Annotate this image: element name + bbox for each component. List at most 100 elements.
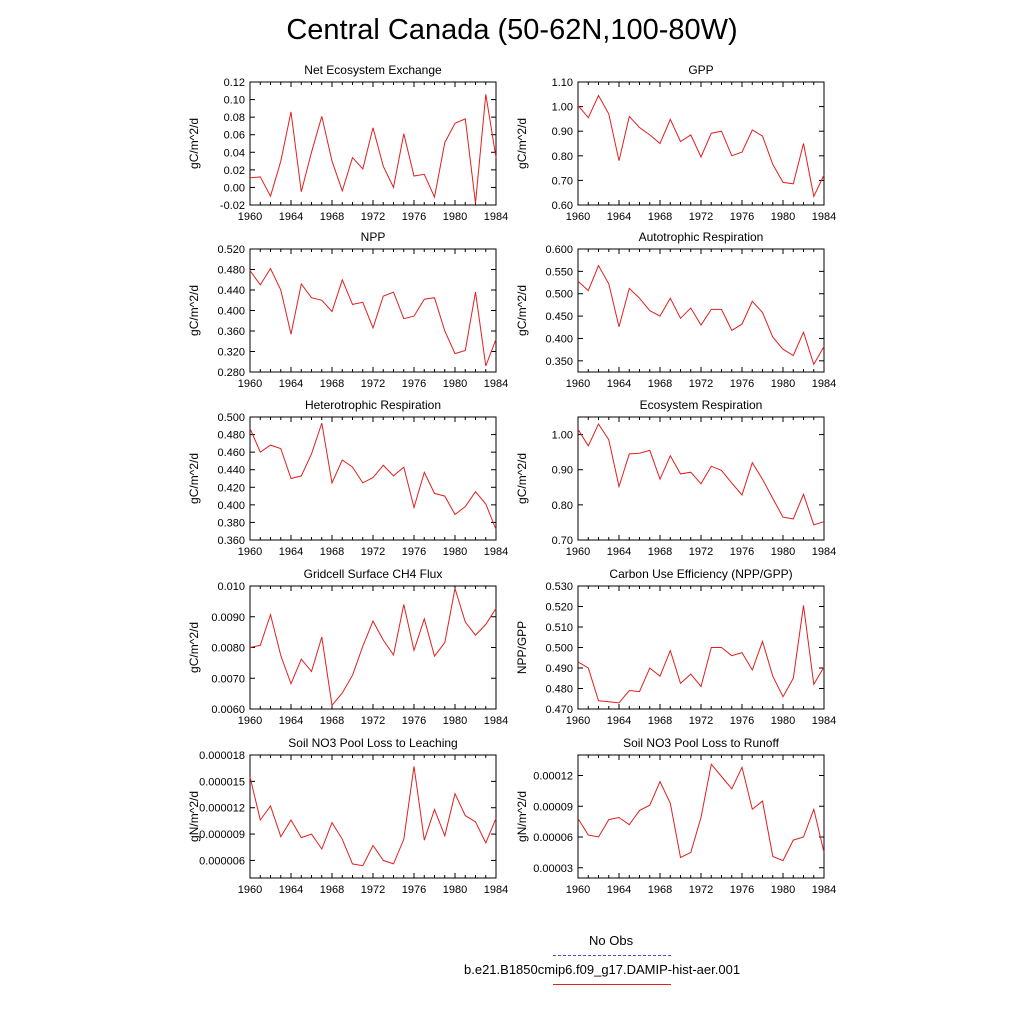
y-axis-label: gC/m^2/d (187, 285, 201, 336)
y-axis-label: gC/m^2/d (187, 622, 201, 673)
y-tick-label: 0.530 (545, 581, 573, 593)
y-tick-label: 0.0090 (211, 612, 245, 624)
x-tick-label: 1964 (607, 884, 631, 896)
y-tick-label: 0.280 (217, 367, 245, 379)
chart-title: Soil NO3 Pool Loss to Leaching (288, 736, 457, 750)
y-axis-label: gC/m^2/d (515, 285, 529, 336)
y-tick-label: 0.520 (545, 602, 573, 614)
x-tick-label: 1972 (361, 546, 385, 558)
npp-plot-frame (249, 248, 497, 373)
x-tick-label: 1964 (607, 546, 631, 558)
y-tick-label: 0.000006 (199, 855, 245, 867)
x-tick-label: 1984 (484, 546, 508, 558)
x-tick-label: 1980 (443, 378, 467, 390)
chart-title: Ecosystem Respiration (640, 398, 763, 412)
y-tick-label: 0.500 (545, 289, 573, 301)
y-tick-label: 0.00 (224, 182, 245, 194)
y-tick-label: 0.480 (545, 684, 573, 696)
x-tick-label: 1972 (361, 378, 385, 390)
gridcell-surface-ch4-flux-plot-frame (249, 585, 497, 710)
gridcell-surface-ch4-flux-series-line (249, 588, 497, 707)
x-tick-label: 1984 (812, 378, 836, 390)
y-tick-label: 0.440 (217, 285, 245, 297)
x-tick-label: 1976 (402, 211, 426, 223)
chart-title: Heterotrophic Respiration (305, 398, 441, 412)
x-tick-label: 1980 (443, 715, 467, 727)
soil-no3-pool-loss-to-leaching-series-line (249, 766, 497, 867)
x-tick-label: 1964 (279, 211, 303, 223)
x-tick-label: 1968 (648, 715, 672, 727)
x-tick-label: 1984 (812, 546, 836, 558)
legend-label-model-run: b.e21.B1850cmip6.f09_g17.DAMIP-hist-aer.… (464, 962, 741, 977)
y-tick-label: -0.02 (220, 200, 245, 212)
x-tick-label: 1972 (361, 211, 385, 223)
y-axis-label: NPP/GPP (515, 621, 529, 674)
y-axis-label: gN/m^2/d (515, 791, 529, 842)
y-tick-label: 0.520 (217, 244, 245, 256)
x-tick-label: 1960 (566, 546, 590, 558)
x-tick-label: 1960 (566, 378, 590, 390)
chart-title: Net Ecosystem Exchange (304, 63, 442, 77)
y-tick-label: 1.00 (552, 430, 573, 442)
y-tick-label: 0.450 (545, 311, 573, 323)
x-tick-label: 1972 (689, 546, 713, 558)
chart-title: NPP (361, 230, 386, 244)
soil-no3-pool-loss-to-leaching-plot-frame (249, 754, 497, 879)
soil-no3-pool-loss-to-runoff-panel: Soil NO3 Pool Loss to Runoff gN/m^2/d 1960… (515, 736, 836, 896)
heterotrophic-respiration-series-line (249, 422, 497, 530)
y-axis-label: gC/m^2/d (515, 118, 529, 169)
y-tick-label: 0.000009 (199, 829, 245, 841)
x-tick-label: 1984 (484, 884, 508, 896)
y-tick-label: 0.80 (552, 500, 573, 512)
y-tick-label: 0.400 (217, 306, 245, 318)
y-tick-label: 0.510 (545, 622, 573, 634)
x-tick-label: 1984 (484, 211, 508, 223)
ecosystem-respiration-series-line (577, 422, 825, 526)
y-tick-label: 0.80 (552, 151, 573, 163)
y-tick-label: 0.360 (217, 535, 245, 547)
y-tick-label: 0.12 (224, 77, 245, 89)
x-tick-label: 1980 (771, 884, 795, 896)
y-tick-label: 0.06 (224, 130, 245, 142)
carbon-use-efficiency-npp-gpp-series-line (577, 605, 825, 704)
x-tick-label: 1976 (730, 715, 754, 727)
x-tick-label: 1968 (320, 884, 344, 896)
y-tick-label: 0.0080 (211, 643, 245, 655)
x-tick-label: 1972 (689, 884, 713, 896)
y-tick-label: 0.440 (217, 465, 245, 477)
soil-no3-pool-loss-to-runoff-series-line (577, 763, 825, 862)
x-tick-label: 1968 (320, 378, 344, 390)
x-tick-label: 1980 (443, 546, 467, 558)
legend-label-no-obs: No Obs (589, 933, 634, 948)
x-tick-label: 1980 (443, 884, 467, 896)
x-tick-label: 1972 (361, 884, 385, 896)
x-tick-label: 1964 (607, 378, 631, 390)
ecosystem-respiration-plot-frame (577, 416, 825, 541)
x-tick-label: 1964 (279, 884, 303, 896)
y-tick-label: 0.08 (224, 112, 245, 124)
x-tick-label: 1964 (279, 715, 303, 727)
x-tick-label: 1964 (607, 715, 631, 727)
legend-line-model-run (553, 984, 671, 985)
x-tick-label: 1984 (812, 715, 836, 727)
soil-no3-pool-loss-to-leaching-panel: Soil NO3 Pool Loss to Leaching gN/m^2/d 19… (187, 736, 508, 896)
x-tick-label: 1980 (443, 211, 467, 223)
y-tick-label: 0.500 (217, 412, 245, 424)
heterotrophic-respiration-plot-frame (249, 416, 497, 541)
x-tick-label: 1972 (689, 715, 713, 727)
y-tick-label: 0.320 (217, 347, 245, 359)
x-tick-label: 1976 (730, 378, 754, 390)
x-tick-label: 1984 (812, 211, 836, 223)
y-tick-label: 0.0060 (211, 704, 245, 716)
chart-title: Autotrophic Respiration (639, 230, 764, 244)
y-tick-label: 0.400 (545, 333, 573, 345)
y-axis-label: gC/m^2/d (187, 453, 201, 504)
x-tick-label: 1976 (402, 378, 426, 390)
y-tick-label: 0.00009 (533, 801, 573, 813)
x-tick-label: 1960 (238, 546, 262, 558)
y-tick-label: 0.90 (552, 465, 573, 477)
y-tick-label: 0.70 (552, 175, 573, 187)
y-tick-label: 0.000012 (199, 803, 245, 815)
net-ecosystem-exchange-series-line (249, 94, 497, 204)
